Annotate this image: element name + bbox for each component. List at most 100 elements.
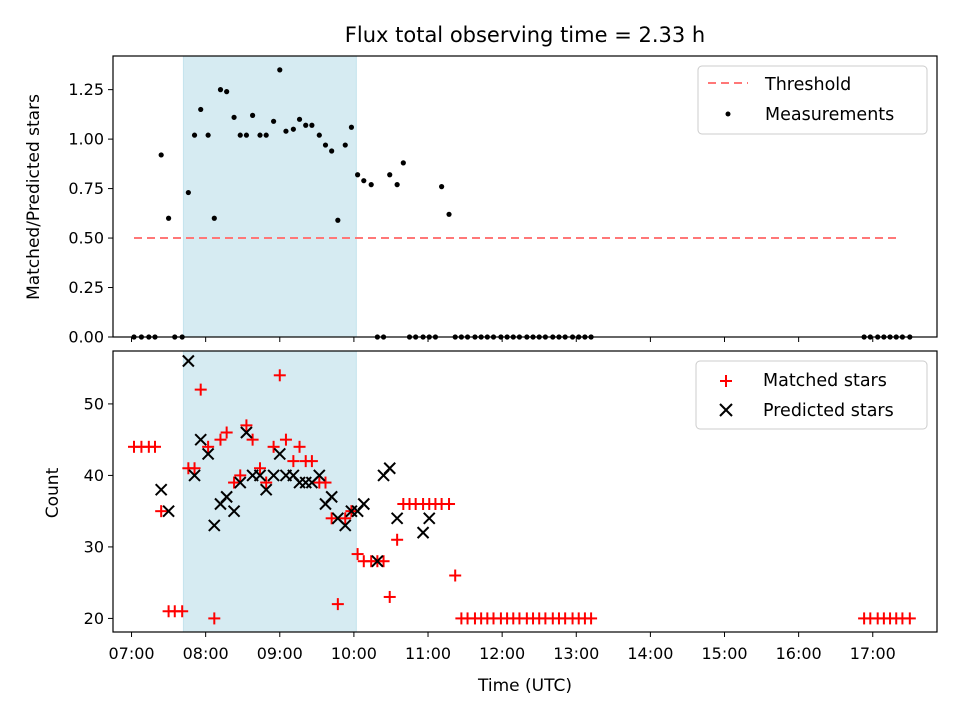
measurement-point — [309, 122, 315, 128]
matched-star-point — [188, 462, 201, 475]
matched-star-point — [267, 440, 280, 453]
matched-star-point — [585, 612, 598, 625]
top-y-tick-label: 1.00 — [68, 130, 104, 149]
measurement-point — [329, 148, 335, 154]
measurement-point — [361, 178, 367, 184]
predicted-star-point — [383, 462, 396, 475]
predicted-star-point — [227, 504, 241, 518]
bottom-y-tick-label: 40 — [84, 466, 104, 485]
predicted-star-point — [220, 490, 233, 504]
top-y-tick-label: 0.00 — [68, 328, 104, 347]
bottom-y-tick-label: 20 — [84, 609, 104, 628]
bottom-shaded-span — [182, 350, 357, 633]
matched-star-point — [339, 512, 352, 525]
measurement-point — [368, 182, 374, 188]
measurements-legend-swatch — [725, 111, 731, 117]
matched-star-point — [246, 433, 259, 446]
bottom-legend-box — [695, 360, 928, 430]
measurement-point — [231, 114, 237, 120]
measurement-point — [387, 172, 393, 178]
matched-star-point — [155, 505, 168, 518]
measurement-point — [198, 106, 204, 113]
matched-star-point — [194, 383, 207, 396]
matched-star-point — [331, 598, 344, 611]
matched-star-point — [208, 612, 221, 625]
bottom-legend: Matched stars Predicted stars — [695, 360, 928, 430]
matched-star-point — [351, 548, 364, 561]
matched-star-point — [273, 369, 286, 382]
matched-star-point — [449, 569, 462, 582]
matched-star-point — [240, 419, 253, 432]
bottom-panel: 20 30 40 50 07:00 08:00 09:00 10:00 11:00 12:00 1… — [43, 350, 938, 696]
top-shaded-span — [182, 55, 357, 338]
measurement-point — [263, 132, 269, 138]
predicted-star-point — [313, 469, 326, 482]
matched-star-point — [149, 440, 162, 453]
measurement-point — [283, 128, 289, 134]
matched-star-point — [383, 590, 396, 603]
matched-legend-swatch — [720, 375, 732, 387]
measurement-point — [400, 160, 406, 166]
predicted-star-point — [162, 504, 175, 518]
measurement-point — [335, 217, 341, 223]
matched-star-point — [279, 433, 292, 446]
measurement-point — [446, 211, 452, 217]
matched-star-point — [202, 440, 215, 453]
predicted-star-point — [325, 490, 338, 504]
matched-star-point — [220, 426, 233, 439]
measurement-point — [165, 215, 172, 221]
measurement-point — [316, 132, 322, 138]
measurement-point — [211, 215, 217, 221]
matched-star-point — [391, 533, 404, 546]
matched-star-point — [260, 476, 273, 489]
predicted-star-point — [194, 433, 207, 446]
measurement-point — [191, 132, 198, 138]
matched-star-point — [254, 462, 267, 475]
matched-star-point — [325, 512, 338, 525]
matched-legend-label: Matched stars — [763, 371, 887, 391]
predicted-star-point — [339, 519, 352, 532]
predicted-star-point — [234, 476, 247, 489]
bottom-plot-frame — [112, 350, 938, 633]
bottom-y-axis: 20 30 40 50 — [84, 394, 113, 628]
measurement-point — [270, 118, 277, 124]
measurement-point — [303, 122, 309, 128]
top-y-tick-label: 0.75 — [68, 179, 104, 198]
top-legend-box — [697, 65, 928, 135]
measurement-point — [249, 112, 256, 118]
matched-star-point — [228, 476, 241, 489]
measurement-point — [394, 182, 400, 188]
measurement-point — [348, 124, 355, 130]
matched-star-point — [903, 612, 916, 625]
measurement-point — [185, 189, 191, 196]
bottom-y-axis-label: Count — [43, 467, 63, 518]
predicted-legend-label: Predicted stars — [763, 401, 894, 421]
bottom-x-tick-label: 16:00 — [776, 644, 822, 663]
predicted-star-point — [188, 469, 201, 482]
bottom-y-tick-label: 50 — [84, 394, 104, 413]
matched-star-point — [234, 469, 247, 482]
bottom-x-tick-label: 11:00 — [405, 644, 451, 663]
predicted-star-point — [416, 526, 430, 539]
predicted-star-point — [253, 469, 267, 482]
predicted-stars-series — [154, 354, 436, 568]
bottom-x-tick-label: 09:00 — [257, 644, 303, 663]
matched-stars-series — [128, 369, 916, 625]
matched-star-point — [287, 455, 300, 468]
measurements-legend-label: Measurements — [765, 105, 894, 125]
bottom-x-tick-label: 07:00 — [108, 644, 154, 663]
predicted-star-point — [357, 497, 370, 511]
predicted-star-point — [201, 447, 215, 461]
measurement-point — [342, 142, 348, 148]
measurement-point — [355, 172, 361, 178]
bottom-x-tick-label: 14:00 — [627, 644, 673, 663]
bottom-x-tick-label: 12:00 — [479, 644, 525, 663]
measurement-point — [257, 132, 263, 138]
measurement-point — [158, 152, 164, 158]
measurement-point — [237, 132, 243, 138]
bottom-x-tick-label: 08:00 — [183, 644, 229, 663]
matched-star-point — [293, 440, 306, 453]
bottom-y-tick-label: 30 — [84, 537, 104, 556]
matched-star-point — [305, 455, 318, 468]
bottom-x-tick-label: 17:00 — [850, 644, 896, 663]
